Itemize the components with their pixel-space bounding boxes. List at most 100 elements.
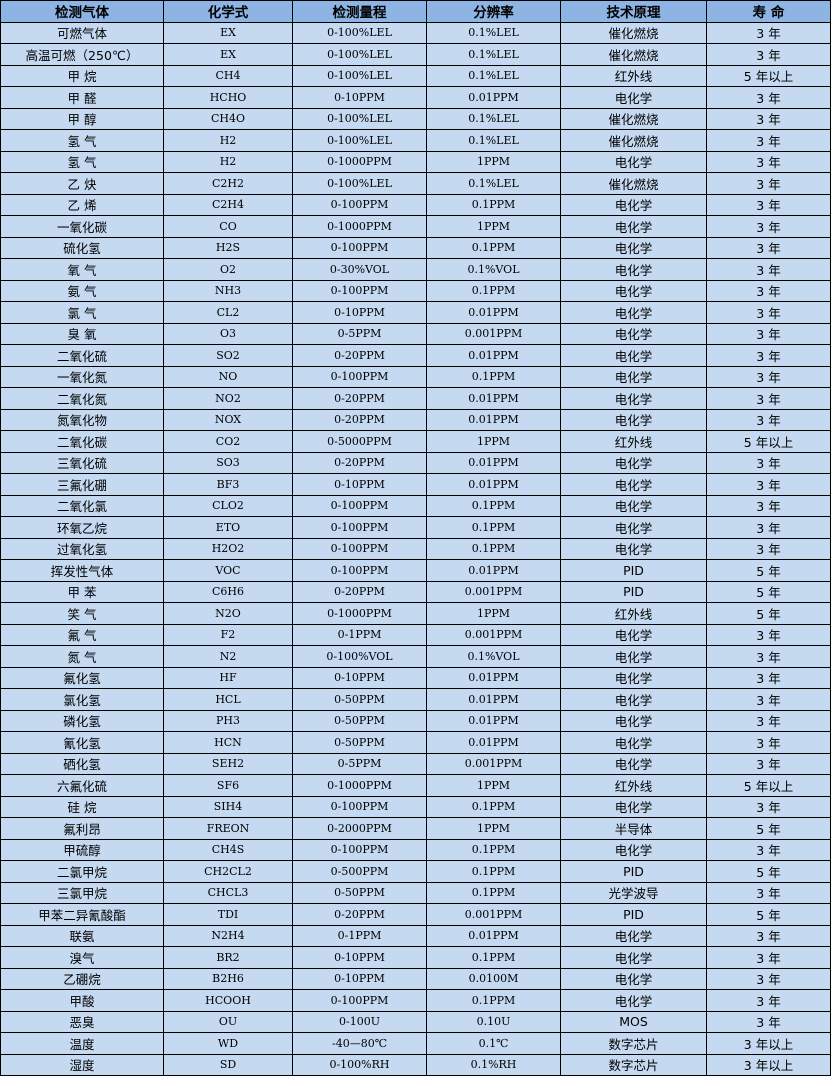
principle-cell: 光学波导 bbox=[560, 881, 707, 904]
lifespan-cell: 3 年以上 bbox=[706, 1032, 831, 1055]
range-cell: 0-20PPM bbox=[292, 344, 427, 367]
gas-cell: 甲酸 bbox=[0, 989, 164, 1012]
formula-cell: CL2 bbox=[163, 301, 293, 324]
formula-cell: SD bbox=[163, 1053, 293, 1076]
principle-cell: 数字芯片 bbox=[560, 1053, 707, 1076]
gas-cell: 氢 气 bbox=[0, 150, 164, 173]
lifespan-cell: 5 年 bbox=[706, 860, 831, 883]
resolution-cell: 0.01PPM bbox=[426, 301, 561, 324]
lifespan-cell: 3 年 bbox=[706, 645, 831, 668]
range-cell: 0-100PPM bbox=[292, 537, 427, 560]
resolution-cell: 0.01PPM bbox=[426, 408, 561, 431]
principle-cell: 电化学 bbox=[560, 537, 707, 560]
table-row: 氢 气 H2 0-100%LEL 0.1%LEL 催化燃烧 3 年 bbox=[0, 129, 831, 152]
table-row: 硫化氢 H2S 0-100PPM 0.1PPM 电化学 3 年 bbox=[0, 236, 831, 259]
formula-cell: BF3 bbox=[163, 473, 293, 496]
resolution-cell: 0.01PPM bbox=[426, 559, 561, 582]
lifespan-cell: 3 年 bbox=[706, 838, 831, 861]
lifespan-cell: 3 年 bbox=[706, 989, 831, 1012]
table-row: 三氧化硫 SO3 0-20PPM 0.01PPM 电化学 3 年 bbox=[0, 451, 831, 474]
gas-cell: 三氯甲烷 bbox=[0, 881, 164, 904]
lifespan-cell: 3 年 bbox=[706, 516, 831, 539]
gas-cell: 恶臭 bbox=[0, 1010, 164, 1033]
principle-cell: 电化学 bbox=[560, 473, 707, 496]
range-cell: 0-100%RH bbox=[292, 1053, 427, 1076]
formula-cell: NOX bbox=[163, 408, 293, 431]
principle-cell: 红外线 bbox=[560, 602, 707, 625]
principle-cell: 电化学 bbox=[560, 193, 707, 216]
range-cell: 0-10PPM bbox=[292, 473, 427, 496]
principle-cell: 电化学 bbox=[560, 451, 707, 474]
gas-cell: 二氧化氮 bbox=[0, 387, 164, 410]
resolution-cell: 0.0100M bbox=[426, 967, 561, 990]
range-cell: 0-5PPM bbox=[292, 322, 427, 345]
resolution-cell: 0.01PPM bbox=[426, 473, 561, 496]
formula-cell: CO bbox=[163, 215, 293, 238]
range-cell: 0-20PPM bbox=[292, 387, 427, 410]
principle-cell: 催化燃烧 bbox=[560, 129, 707, 152]
table-row: 一氧化氮 NO 0-100PPM 0.1PPM 电化学 3 年 bbox=[0, 365, 831, 388]
gas-cell: 高温可燃（250℃） bbox=[0, 43, 164, 66]
formula-cell: NH3 bbox=[163, 279, 293, 302]
gas-cell: 一氧化碳 bbox=[0, 215, 164, 238]
table-row: 乙硼烷 B2H6 0-10PPM 0.0100M 电化学 3 年 bbox=[0, 967, 831, 990]
range-cell: 0-1PPM bbox=[292, 924, 427, 947]
resolution-cell: 0.1%VOL bbox=[426, 645, 561, 668]
principle-cell: 电化学 bbox=[560, 924, 707, 947]
lifespan-cell: 3 年 bbox=[706, 129, 831, 152]
gas-cell: 二氯甲烷 bbox=[0, 860, 164, 883]
resolution-cell: 0.10U bbox=[426, 1010, 561, 1033]
header-resolution: 分辨率 bbox=[426, 0, 561, 23]
formula-cell: H2S bbox=[163, 236, 293, 259]
range-cell: 0-20PPM bbox=[292, 903, 427, 926]
table-row: 氨 气 NH3 0-100PPM 0.1PPM 电化学 3 年 bbox=[0, 279, 831, 302]
formula-cell: EX bbox=[163, 21, 293, 44]
range-cell: 0-100%LEL bbox=[292, 43, 427, 66]
range-cell: 0-30%VOL bbox=[292, 258, 427, 281]
range-cell: 0-100PPM bbox=[292, 365, 427, 388]
range-cell: 0-50PPM bbox=[292, 731, 427, 754]
lifespan-cell: 3 年 bbox=[706, 21, 831, 44]
table-row: 二氧化氮 NO2 0-20PPM 0.01PPM 电化学 3 年 bbox=[0, 387, 831, 410]
table-row: 臭 氧 O3 0-5PPM 0.001PPM 电化学 3 年 bbox=[0, 322, 831, 345]
formula-cell: B2H6 bbox=[163, 967, 293, 990]
lifespan-cell: 3 年 bbox=[706, 193, 831, 216]
principle-cell: 电化学 bbox=[560, 387, 707, 410]
resolution-cell: 0.01PPM bbox=[426, 86, 561, 109]
range-cell: 0-5PPM bbox=[292, 752, 427, 775]
formula-cell: H2O2 bbox=[163, 537, 293, 560]
principle-cell: 电化学 bbox=[560, 150, 707, 173]
resolution-cell: 0.1%LEL bbox=[426, 172, 561, 195]
resolution-cell: 0.1%VOL bbox=[426, 258, 561, 281]
principle-cell: 红外线 bbox=[560, 64, 707, 87]
lifespan-cell: 3 年 bbox=[706, 43, 831, 66]
table-row: 氢 气 H2 0-1000PPM 1PPM 电化学 3 年 bbox=[0, 150, 831, 173]
lifespan-cell: 3 年 bbox=[706, 473, 831, 496]
principle-cell: 电化学 bbox=[560, 731, 707, 754]
range-cell: 0-1000PPM bbox=[292, 774, 427, 797]
table-row: 三氯甲烷 CHCL3 0-50PPM 0.1PPM 光学波导 3 年 bbox=[0, 881, 831, 904]
resolution-cell: 0.1PPM bbox=[426, 838, 561, 861]
formula-cell: O3 bbox=[163, 322, 293, 345]
table-row: 甲苯二异氰酸酯 TDI 0-20PPM 0.001PPM PID 5 年 bbox=[0, 903, 831, 926]
range-cell: 0-100PPM bbox=[292, 838, 427, 861]
gas-cell: 过氧化氢 bbox=[0, 537, 164, 560]
table-row: 环氧乙烷 ETO 0-100PPM 0.1PPM 电化学 3 年 bbox=[0, 516, 831, 539]
resolution-cell: 0.1%LEL bbox=[426, 43, 561, 66]
formula-cell: ETO bbox=[163, 516, 293, 539]
principle-cell: 催化燃烧 bbox=[560, 43, 707, 66]
table-row: 溴气 BR2 0-10PPM 0.1PPM 电化学 3 年 bbox=[0, 946, 831, 969]
formula-cell: HCHO bbox=[163, 86, 293, 109]
lifespan-cell: 5 年以上 bbox=[706, 430, 831, 453]
principle-cell: PID bbox=[560, 580, 707, 603]
range-cell: 0-10PPM bbox=[292, 86, 427, 109]
table-row: 二氧化碳 CO2 0-5000PPM 1PPM 红外线 5 年以上 bbox=[0, 430, 831, 453]
gas-cell: 三氟化硼 bbox=[0, 473, 164, 496]
formula-cell: VOC bbox=[163, 559, 293, 582]
range-cell: 0-100%LEL bbox=[292, 172, 427, 195]
lifespan-cell: 3 年 bbox=[706, 387, 831, 410]
resolution-cell: 0.1PPM bbox=[426, 236, 561, 259]
table-row: 二氧化硫 SO2 0-20PPM 0.01PPM 电化学 3 年 bbox=[0, 344, 831, 367]
gas-cell: 硅 烷 bbox=[0, 795, 164, 818]
lifespan-cell: 3 年以上 bbox=[706, 1053, 831, 1076]
